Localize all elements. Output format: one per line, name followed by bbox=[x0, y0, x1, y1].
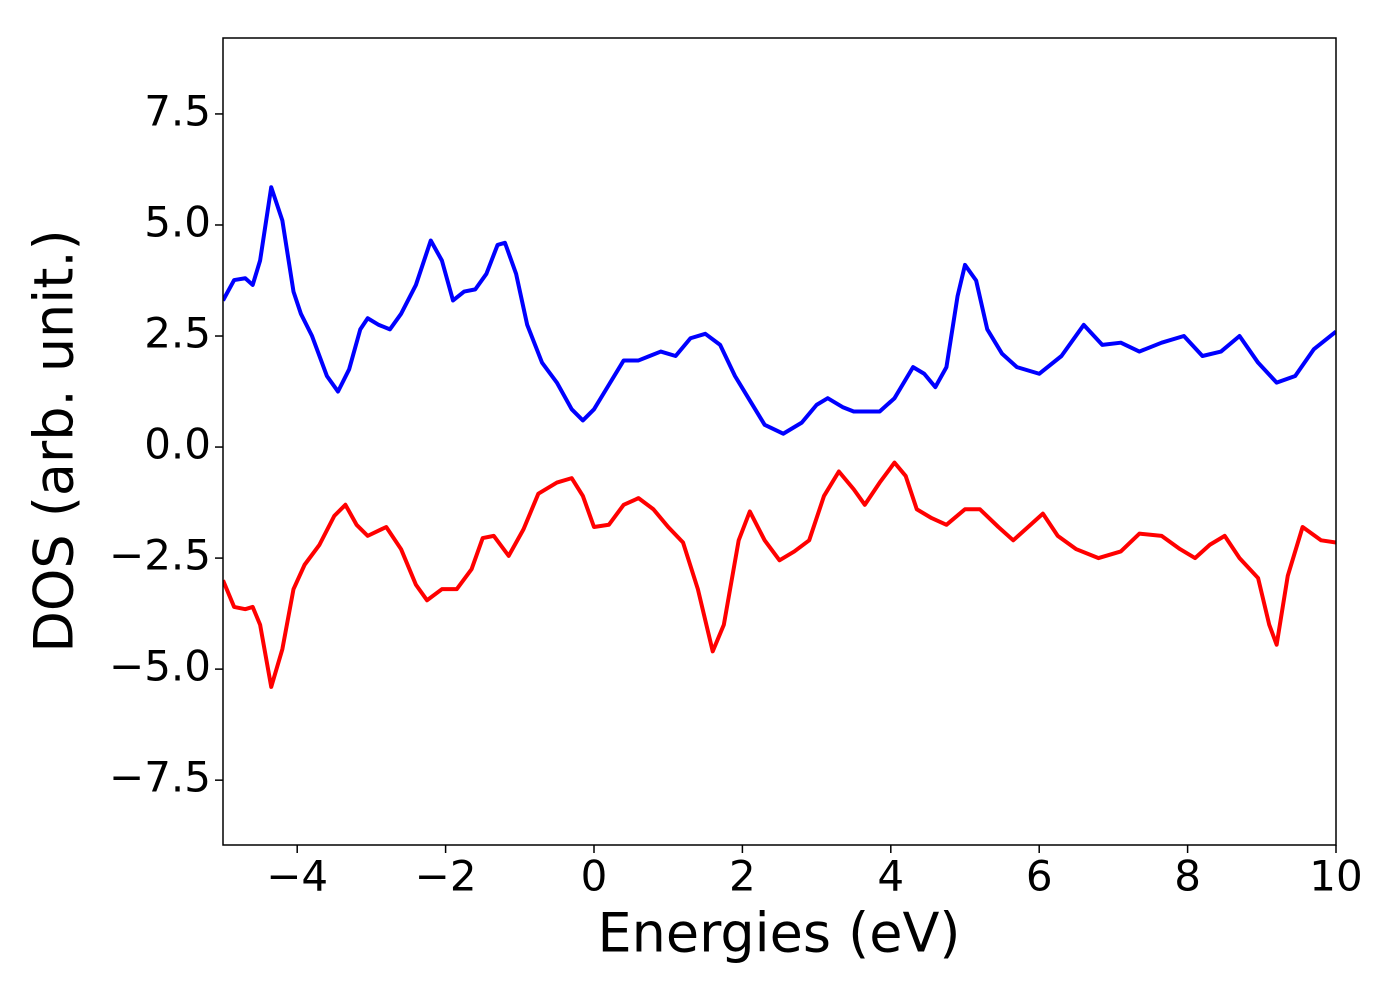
x-tick-label: 10 bbox=[1309, 852, 1362, 901]
x-tick-label: 2 bbox=[729, 852, 756, 901]
y-tick-label: 5.0 bbox=[144, 197, 211, 246]
x-tick-label: −2 bbox=[415, 852, 477, 901]
x-tick-label: 8 bbox=[1174, 852, 1201, 901]
x-tick-label: 6 bbox=[1026, 852, 1053, 901]
y-axis-label: DOS (arb. unit.) bbox=[23, 229, 86, 652]
x-tick-label: −4 bbox=[266, 852, 328, 901]
dos-line bbox=[223, 185, 1336, 436]
x-tick-label: 4 bbox=[877, 852, 904, 901]
y-tick-label: −7.5 bbox=[109, 753, 211, 802]
y-tick-label: 0.0 bbox=[144, 420, 211, 469]
y-tick-label: −5.0 bbox=[109, 642, 211, 691]
y-tick-label: −2.5 bbox=[109, 531, 211, 580]
y-tick-label: 2.5 bbox=[144, 309, 211, 358]
x-axis-label: Energies (eV) bbox=[598, 902, 961, 965]
x-tick-label: 0 bbox=[581, 852, 608, 901]
dos-line bbox=[223, 460, 1336, 689]
plot-frame bbox=[222, 37, 1337, 846]
y-tick-label: 7.5 bbox=[144, 86, 211, 135]
